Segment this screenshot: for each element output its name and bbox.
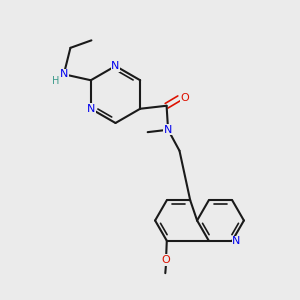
Text: N: N [164, 125, 172, 135]
Text: N: N [111, 61, 120, 71]
Text: H: H [52, 76, 60, 86]
Text: N: N [232, 236, 241, 246]
Text: N: N [87, 104, 95, 114]
Text: N: N [60, 69, 68, 79]
Text: O: O [162, 255, 171, 265]
Text: O: O [181, 93, 190, 103]
